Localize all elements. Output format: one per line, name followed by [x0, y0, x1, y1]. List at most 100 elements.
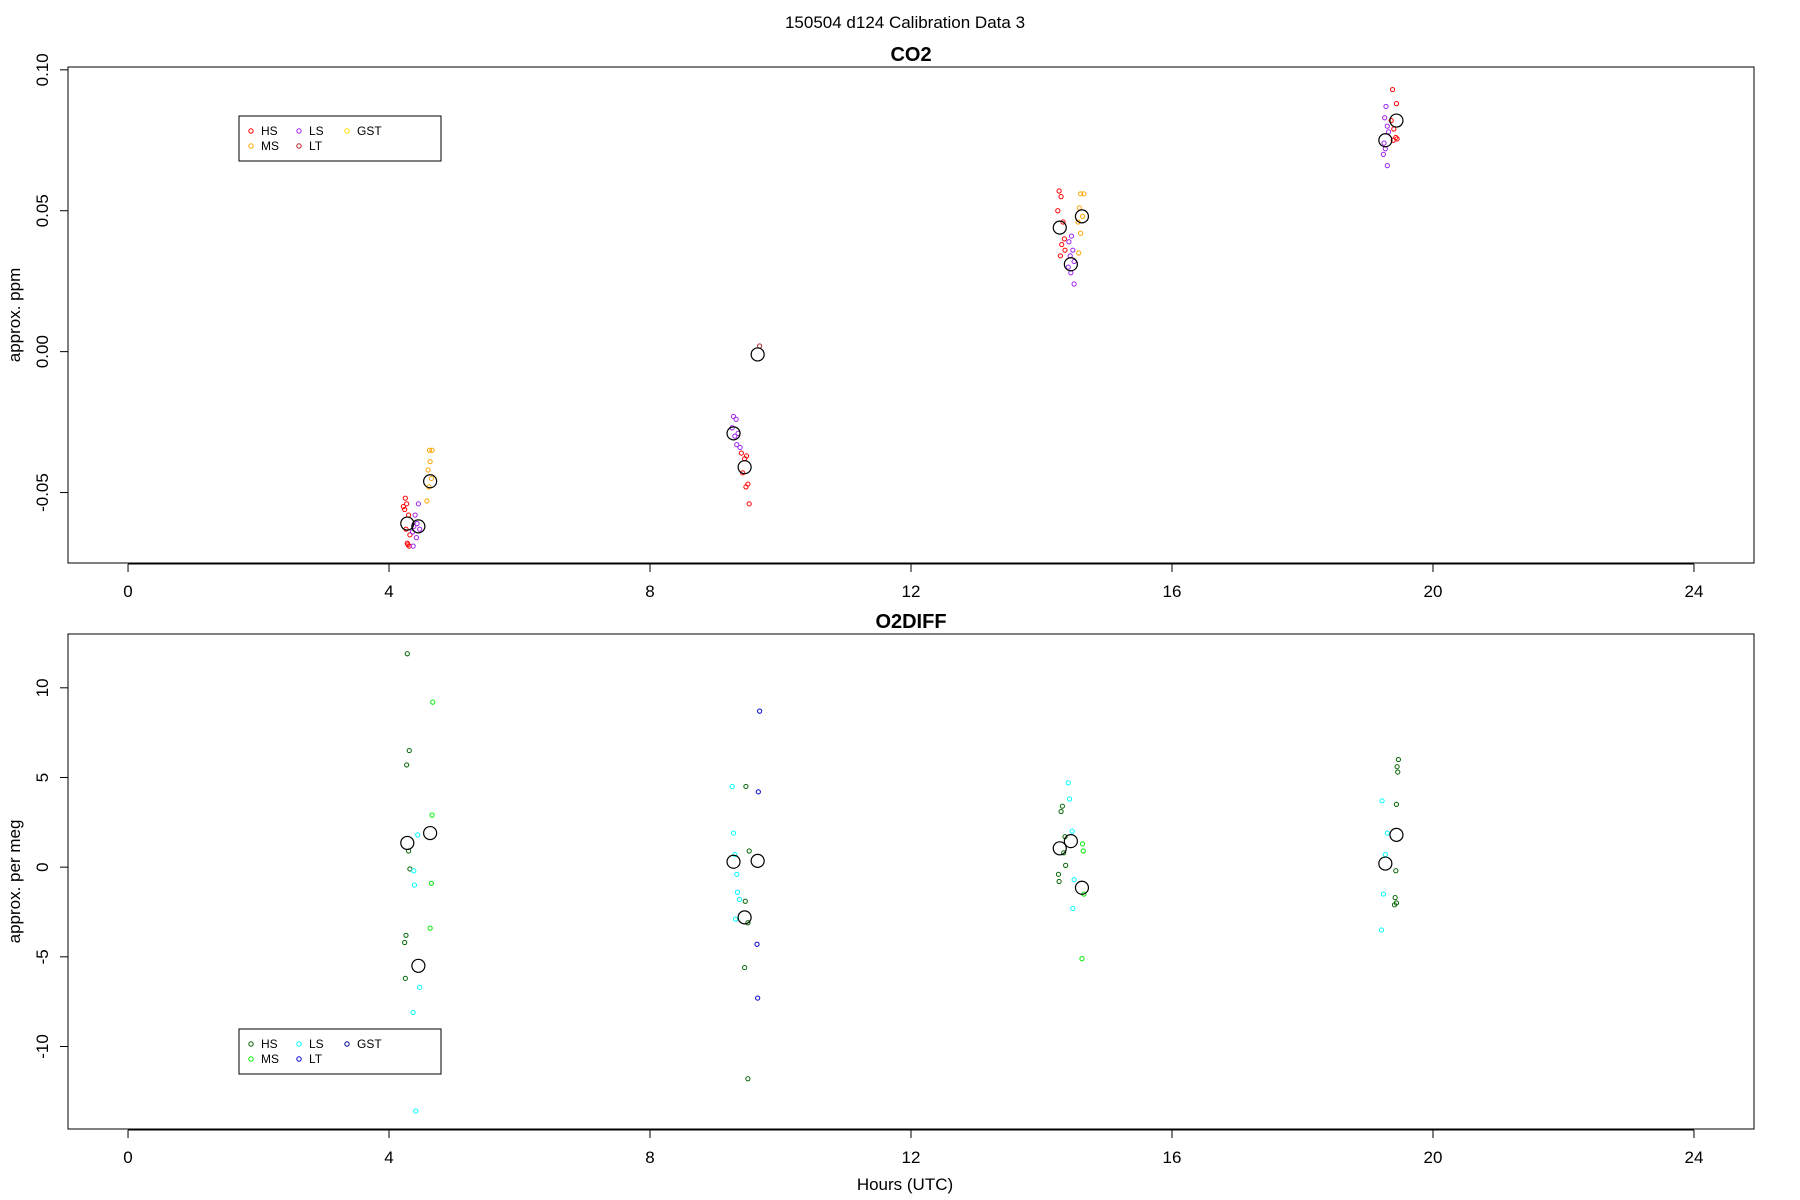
y-tick-label: -10: [33, 1034, 52, 1059]
data-point-hs: [742, 898, 748, 904]
data-point-ls: [1384, 163, 1390, 169]
x-tick-label: 20: [1424, 582, 1443, 601]
data-point-ls: [410, 543, 416, 549]
data-point-hs: [1393, 900, 1400, 906]
data-point-ls: [737, 444, 743, 451]
data-point-ms: [429, 812, 435, 818]
mean-marker: [423, 825, 438, 841]
data-point-ms: [1081, 191, 1087, 197]
legend-label: GST: [357, 124, 382, 138]
legend-marker: [248, 1056, 254, 1062]
legend-label: LS: [309, 1037, 324, 1051]
panel-title: O2DIFF: [875, 611, 946, 633]
y-tick-label: 10: [33, 678, 52, 697]
x-tick-label: 24: [1685, 1148, 1704, 1167]
mean-marker: [423, 474, 438, 489]
data-point-ls: [730, 413, 737, 420]
data-point-hs: [1057, 253, 1064, 259]
x-tick-label: 4: [384, 1148, 393, 1167]
data-point-ls: [736, 896, 742, 903]
mean-marker: [1389, 113, 1404, 128]
y-axis-title: approx. per meg: [5, 820, 24, 944]
data-point-ls: [733, 416, 739, 422]
data-point-ls: [410, 1009, 416, 1016]
data-point-hs: [738, 450, 744, 456]
data-point-ls: [1378, 927, 1385, 933]
data-point-hs: [404, 501, 410, 507]
data-point-ms: [1078, 230, 1084, 236]
x-tick-label: 24: [1685, 582, 1704, 601]
data-point-hs: [1388, 117, 1394, 124]
mean-marker: [1052, 841, 1067, 856]
data-point-hs: [743, 783, 749, 790]
x-tick-label: 8: [645, 1148, 654, 1167]
data-point-ms: [428, 880, 435, 886]
data-point-hs: [746, 848, 752, 854]
data-point-hs: [407, 532, 413, 538]
data-point-ls: [734, 889, 741, 895]
data-point-hs: [1056, 878, 1062, 885]
data-point-ls: [1380, 891, 1386, 897]
data-point-ms: [425, 467, 431, 473]
mean-marker: [400, 835, 415, 851]
data-point-hs: [1393, 134, 1399, 141]
legend-marker: [248, 143, 254, 149]
data-point-ls: [1381, 140, 1387, 146]
x-tick-label: 12: [902, 582, 921, 601]
legend-label: LT: [309, 1052, 323, 1066]
legend-label: LT: [309, 139, 323, 153]
data-point-lt: [755, 995, 761, 1001]
data-point-hs: [1059, 241, 1065, 248]
x-tick-label: 8: [645, 582, 654, 601]
data-point-ls: [415, 832, 421, 838]
data-point-hs: [743, 453, 750, 459]
mean-marker: [411, 958, 426, 973]
x-tick-label: 12: [902, 1148, 921, 1167]
panel-title: CO2: [890, 44, 931, 66]
mean-marker: [737, 460, 752, 475]
mean-marker: [1052, 220, 1067, 235]
o2diff-panel: O2DIFF -10 -5 0 5 10 approx. per meg 0 4 8 12 16 20 2…: [5, 611, 1755, 1167]
data-point-lt: [757, 708, 763, 714]
mean-marker: [1063, 257, 1078, 272]
mean-marker: [1074, 209, 1090, 224]
data-point-ls: [1386, 129, 1392, 135]
data-point-ms: [430, 699, 436, 705]
data-point-ls: [412, 512, 418, 518]
data-point-hs: [745, 1076, 751, 1082]
data-point-hs: [1392, 895, 1398, 901]
data-point-hs: [1063, 862, 1069, 868]
legend-marker: [296, 1041, 302, 1047]
data-point-ls: [417, 984, 423, 990]
data-point-ls: [1069, 828, 1075, 834]
legend-label: HS: [261, 1037, 278, 1051]
mean-marker: [737, 910, 752, 925]
y-tick-label: -0.05: [33, 473, 52, 512]
data-point-hs: [402, 495, 408, 501]
data-point-hs: [1394, 136, 1400, 142]
y-tick-label: -5: [33, 949, 52, 964]
data-point-ls: [1379, 798, 1385, 804]
data-point: [1080, 841, 1086, 847]
data-point-hs: [1059, 803, 1065, 809]
data-point-ms: [426, 447, 433, 453]
data-point-ls: [1384, 830, 1390, 836]
x-tick-label: 16: [1163, 582, 1182, 601]
y-axis-title: approx. ppm: [5, 268, 24, 363]
data-point-hs: [404, 762, 410, 768]
legend-label: GST: [357, 1037, 382, 1051]
data-point-ms: [1078, 191, 1084, 197]
mean-marker: [750, 347, 765, 362]
x-tick-label: 4: [384, 582, 393, 601]
data-point-ls: [1380, 151, 1386, 157]
data-point-ls: [1383, 103, 1389, 110]
data-point-ls: [411, 882, 418, 888]
y-tick-label: 0: [33, 862, 52, 871]
mean-marker: [1074, 880, 1090, 895]
y-tick-label: 0.05: [33, 194, 52, 227]
data-point-ls: [1070, 905, 1076, 912]
data-point-hs: [1062, 247, 1068, 253]
data-point-hs: [404, 651, 410, 657]
